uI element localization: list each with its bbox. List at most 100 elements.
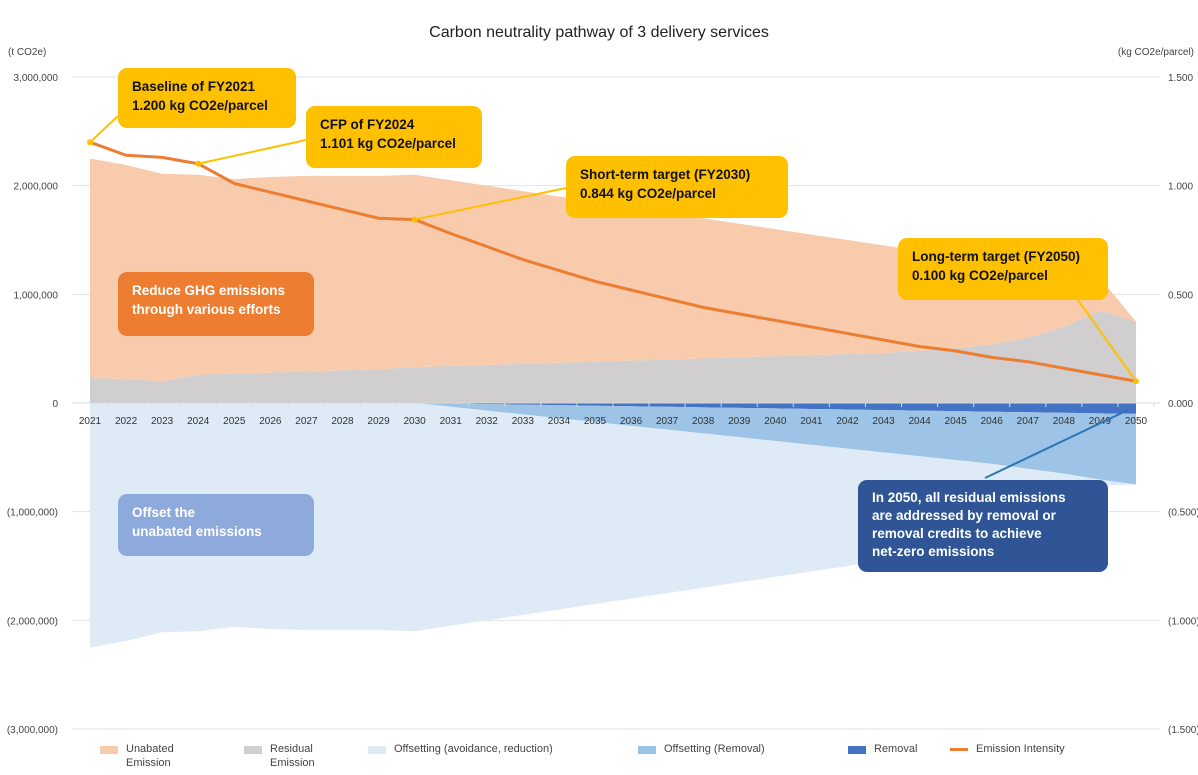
annotation-text: Short-term target (FY2030) bbox=[580, 167, 751, 182]
x-tick-label: 2023 bbox=[151, 416, 174, 427]
x-tick-label: 2042 bbox=[836, 416, 859, 427]
annotation-text: CFP of FY2024 bbox=[320, 117, 415, 132]
legend-label: Residual bbox=[270, 743, 313, 755]
x-tick-label: 2026 bbox=[259, 416, 282, 427]
x-tick-label: 2030 bbox=[403, 416, 426, 427]
area-unabated-emission bbox=[90, 158, 1136, 382]
annotation-text: net-zero emissions bbox=[872, 544, 995, 559]
line-emission-intensity bbox=[89, 140, 1137, 383]
annotation-text: Baseline of FY2021 bbox=[132, 79, 256, 94]
legend-swatch bbox=[244, 746, 262, 754]
area-removal bbox=[90, 403, 1136, 414]
y-tick-left: (3,000,000) bbox=[7, 725, 58, 736]
annotation-marker bbox=[195, 160, 202, 167]
legend-swatch bbox=[638, 746, 656, 754]
x-tick-label: 2029 bbox=[367, 416, 390, 427]
annotation-text: unabated emissions bbox=[132, 524, 262, 539]
annotation-text: 0.844 kg CO2e/parcel bbox=[580, 186, 716, 201]
x-tick-label: 2044 bbox=[908, 416, 931, 427]
annotation-text: are addressed by removal or bbox=[872, 508, 1056, 523]
x-tick-label: 2036 bbox=[620, 416, 643, 427]
x-tick-label: 2048 bbox=[1053, 416, 1076, 427]
x-tick-label: 2025 bbox=[223, 416, 246, 427]
annotation-text: 0.100 kg CO2e/parcel bbox=[912, 268, 1048, 283]
x-tick-label: 2040 bbox=[764, 416, 787, 427]
legend-swatch bbox=[950, 748, 968, 751]
y-axis-right-label: (kg CO2e/parcel) bbox=[1118, 47, 1194, 58]
legend-offsetting-avoidance: Offsetting (avoidance, reduction) bbox=[368, 742, 553, 756]
annotation-leader-line bbox=[89, 115, 119, 143]
x-tick-label: 2043 bbox=[872, 416, 895, 427]
x-tick-label: 2039 bbox=[728, 416, 751, 427]
y-tick-right: (1.500) bbox=[1168, 725, 1198, 736]
annotation-leader-line bbox=[414, 187, 567, 221]
legend-label: Emission bbox=[270, 757, 315, 769]
y-tick-right: (1.000) bbox=[1168, 616, 1198, 627]
area-offsetting-avoidance-reduction- bbox=[90, 403, 1136, 648]
annotation-leader-line bbox=[197, 139, 307, 165]
annotation-offset: Offset the unabated emissions bbox=[118, 494, 314, 556]
annotation-text: In 2050, all residual emissions bbox=[872, 490, 1066, 505]
legend-label: Offsetting (avoidance, reduction) bbox=[394, 743, 553, 755]
annotation-short-term: Short-term target (FY2030) 0.844 kg CO2e… bbox=[566, 156, 788, 218]
y-tick-left: (1,000,000) bbox=[7, 508, 58, 519]
annotation-text: removal credits to achieve bbox=[872, 526, 1042, 541]
x-tick-label: 2047 bbox=[1017, 416, 1040, 427]
x-tick-label: 2034 bbox=[548, 416, 571, 427]
annotation-text: Offset the bbox=[132, 505, 196, 520]
legend-removal: Removal bbox=[848, 742, 917, 756]
y-tick-left: 0 bbox=[52, 399, 58, 410]
legend-swatch bbox=[848, 746, 866, 754]
x-tick-label: 2028 bbox=[331, 416, 354, 427]
x-tick-label: 2037 bbox=[656, 416, 679, 427]
annotation-cfp: CFP of FY2024 1.101 kg CO2e/parcel bbox=[306, 106, 482, 168]
annotation-marker bbox=[411, 216, 418, 223]
x-tick-label: 2050 bbox=[1125, 416, 1148, 427]
annotation-reduce: Reduce GHG emissions through various eff… bbox=[118, 272, 314, 336]
annotation-text: through various efforts bbox=[132, 302, 281, 317]
x-tick-label: 2046 bbox=[981, 416, 1004, 427]
annotation-baseline: Baseline of FY2021 1.200 kg CO2e/parcel bbox=[118, 68, 296, 128]
legend-label: Unabated bbox=[126, 743, 174, 755]
x-tick-label: 2045 bbox=[945, 416, 968, 427]
annotation-text: Long-term target (FY2050) bbox=[912, 249, 1081, 264]
x-tick-label: 2032 bbox=[476, 416, 499, 427]
x-tick-label: 2027 bbox=[295, 416, 318, 427]
y-tick-right: 1.500 bbox=[1168, 73, 1193, 84]
legend-label: Offsetting (Removal) bbox=[664, 743, 765, 755]
x-tick-label: 2033 bbox=[512, 416, 535, 427]
legend-unabated: Unabated Emission bbox=[100, 742, 174, 770]
annotation-marker bbox=[1133, 378, 1139, 385]
y-tick-left: 1,000,000 bbox=[14, 290, 59, 301]
annotation-text: Reduce GHG emissions bbox=[132, 283, 286, 298]
annotation-text: 1.101 kg CO2e/parcel bbox=[320, 136, 456, 151]
x-tick-label: 2049 bbox=[1089, 416, 1112, 427]
legend-residual: Residual Emission bbox=[244, 742, 315, 770]
legend-swatch bbox=[100, 746, 118, 754]
annotation-net-zero: In 2050, all residual emissions are addr… bbox=[858, 480, 1108, 572]
x-tick-label: 2021 bbox=[79, 416, 102, 427]
x-tick-label: 2031 bbox=[440, 416, 463, 427]
annotation-text: 1.200 kg CO2e/parcel bbox=[132, 98, 268, 113]
legend-label: Removal bbox=[874, 743, 918, 755]
x-tick-label: 2022 bbox=[115, 416, 138, 427]
y-tick-right: 0.500 bbox=[1168, 290, 1193, 301]
legend-label: Emission bbox=[126, 757, 171, 769]
chart-title: Carbon neutrality pathway of 3 delivery … bbox=[429, 24, 769, 41]
y-tick-left: (2,000,000) bbox=[7, 616, 58, 627]
legend-offsetting-removal: Offsetting (Removal) bbox=[638, 742, 765, 756]
area-residual-emission bbox=[90, 310, 1136, 403]
legend-swatch bbox=[368, 746, 386, 754]
annotation-leader-line bbox=[984, 409, 1129, 479]
x-tick-label: 2038 bbox=[692, 416, 715, 427]
y-tick-right: 1.000 bbox=[1168, 182, 1193, 193]
y-tick-left: 3,000,000 bbox=[14, 73, 59, 84]
annotation-long-term: Long-term target (FY2050) 0.100 kg CO2e/… bbox=[898, 238, 1108, 300]
annotation-leader-line bbox=[1077, 299, 1137, 382]
y-tick-right: 0.000 bbox=[1168, 399, 1193, 410]
legend-emission-intensity: Emission Intensity bbox=[950, 742, 1065, 756]
y-axis-left-label: (t CO2e) bbox=[8, 47, 46, 58]
annotation-marker bbox=[87, 139, 93, 146]
